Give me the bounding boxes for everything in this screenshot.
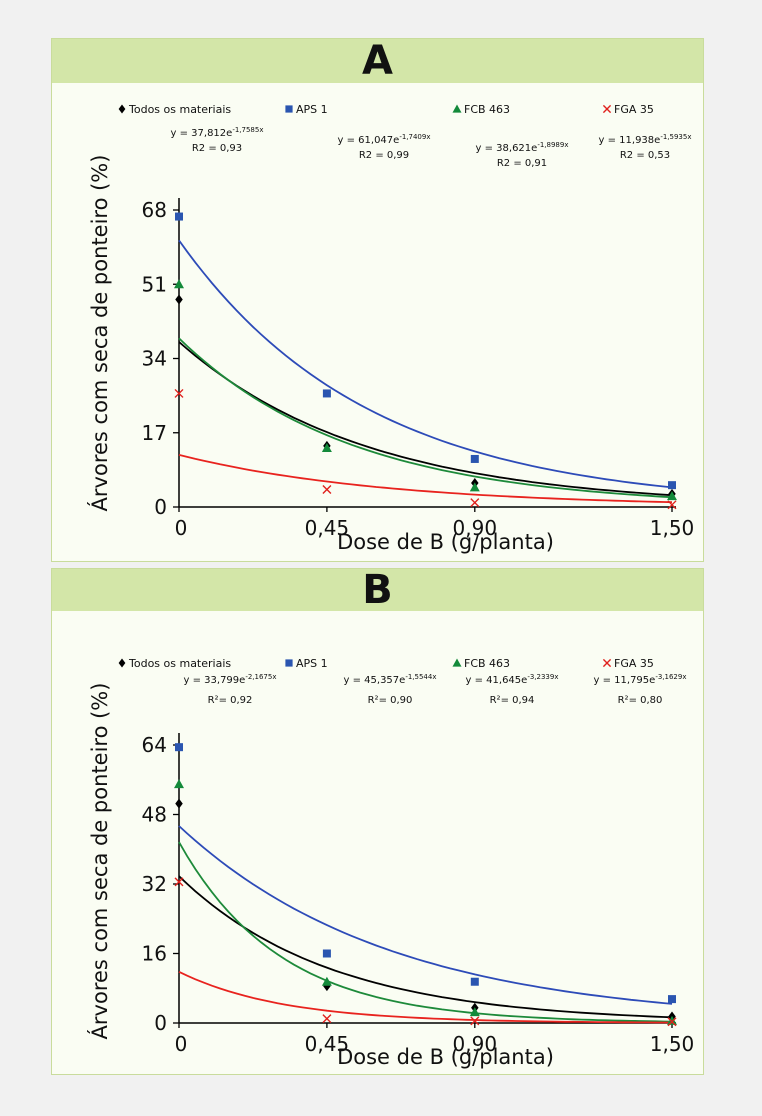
data-point <box>667 491 677 501</box>
equation-label: y = 38,621e-1,8989x <box>476 141 569 154</box>
y-tick-label: 16 <box>142 942 167 966</box>
x-tick-label: 0 <box>175 1032 188 1056</box>
data-point <box>668 995 676 1004</box>
legend-label: Todos os materiais <box>128 103 231 116</box>
y-axis-title: Árvores com seca de ponteiro (%) <box>87 683 112 1040</box>
fit-curve <box>178 341 673 497</box>
y-tick-label: 32 <box>142 872 167 896</box>
chart-panel-a: A Árvores com seca de ponteiro (%) Dose d… <box>51 38 704 562</box>
legend-label: APS 1 <box>296 657 328 670</box>
data-point <box>470 454 479 463</box>
data-point <box>322 949 331 958</box>
data-point <box>321 443 332 453</box>
x-tick-label: 0,90 <box>453 1032 498 1056</box>
data-point <box>667 500 677 510</box>
legend-label: Todos os materiais <box>128 657 231 670</box>
data-point <box>470 498 480 508</box>
data-point <box>174 779 184 789</box>
fit-curve <box>178 841 673 1023</box>
equation-label: y = 41,645e-3,2339x <box>466 673 559 686</box>
legend-marker <box>118 104 126 114</box>
legend-marker <box>452 658 462 667</box>
panel-title-b: B <box>52 567 703 613</box>
y-axis-title: Árvores com seca de ponteiro (%) <box>87 155 112 512</box>
fit-curve <box>178 337 673 499</box>
y-tick-label: 48 <box>142 803 167 827</box>
x-axis-title: Dose de B (g/planta) <box>337 1045 554 1069</box>
data-point <box>174 877 184 887</box>
data-point <box>667 1017 677 1027</box>
fit-curve <box>178 239 673 489</box>
chart-panel-b: B Árvores com seca de ponteiro (%) Dose d… <box>51 567 704 1075</box>
data-point <box>322 1014 332 1024</box>
data-point <box>174 279 184 289</box>
legend-marker <box>285 659 293 667</box>
data-point <box>469 482 480 492</box>
data-point <box>175 798 183 809</box>
equation-label: y = 61,047e-1,7409x <box>338 133 431 146</box>
r2-label: R2 = 0,99 <box>359 150 409 161</box>
legend-marker <box>118 658 126 668</box>
r2-label: R2 = 0,93 <box>192 143 242 154</box>
y-tick-label: 0 <box>154 1011 167 1035</box>
legend-marker <box>602 104 612 114</box>
y-tick-label: 0 <box>154 495 167 519</box>
data-point <box>322 389 331 398</box>
x-tick-label: 1,50 <box>650 516 695 540</box>
legend-marker <box>602 658 612 668</box>
legend-label: FCB 463 <box>464 657 510 670</box>
data-point <box>174 388 184 398</box>
equation-label: y = 11,938e-1,5935x <box>599 133 692 146</box>
fit-curve <box>178 875 673 1019</box>
fit-curve <box>178 825 673 1005</box>
fit-curve <box>178 454 673 504</box>
legend-label: FGA 35 <box>614 657 654 670</box>
data-point <box>322 485 332 495</box>
data-point <box>175 743 183 752</box>
equation-label: y = 37,812e-1,7585x <box>171 126 264 139</box>
equation-label: y = 33,799e-2,1675x <box>184 673 277 686</box>
x-tick-label: 0,90 <box>453 516 498 540</box>
y-tick-label: 34 <box>142 347 167 371</box>
r2-label: R2 = 0,53 <box>620 150 670 161</box>
x-tick-label: 0,45 <box>305 516 350 540</box>
r2-label: R²= 0,90 <box>368 695 413 706</box>
equation-label: y = 11,795e-3,1629x <box>594 673 687 686</box>
x-tick-label: 0 <box>175 516 188 540</box>
legend-label: FCB 463 <box>464 103 510 116</box>
data-point <box>470 977 479 986</box>
r2-label: R²= 0,80 <box>618 695 663 706</box>
fit-curve <box>178 970 673 1024</box>
equation-label: y = 45,357e-1,5544x <box>344 673 437 686</box>
legend-label: APS 1 <box>296 103 328 116</box>
data-point <box>470 1016 480 1026</box>
data-point <box>667 1015 677 1025</box>
y-tick-label: 68 <box>142 198 167 222</box>
legend-marker <box>285 105 293 113</box>
panel-title-a: A <box>52 38 703 84</box>
chart-b: Árvores com seca de ponteiro (%) Dose de … <box>87 657 695 1069</box>
r2-label: R²= 0,92 <box>208 695 253 706</box>
y-tick-label: 17 <box>142 421 167 445</box>
legend-marker <box>452 104 462 113</box>
x-tick-label: 0,45 <box>305 1032 350 1056</box>
r2-label: R²= 0,94 <box>490 695 535 706</box>
x-tick-label: 1,50 <box>650 1032 695 1056</box>
data-point <box>321 976 332 986</box>
r2-label: R2 = 0,91 <box>497 158 547 169</box>
data-point <box>175 294 183 305</box>
data-point <box>175 212 183 221</box>
data-point <box>668 481 676 490</box>
legend-label: FGA 35 <box>614 103 654 116</box>
y-tick-label: 51 <box>142 272 167 296</box>
chart-a: Árvores com seca de ponteiro (%) Dose de … <box>87 103 695 554</box>
data-point <box>469 1007 480 1017</box>
x-axis-title: Dose de B (g/planta) <box>337 530 554 554</box>
y-tick-label: 64 <box>142 733 167 757</box>
